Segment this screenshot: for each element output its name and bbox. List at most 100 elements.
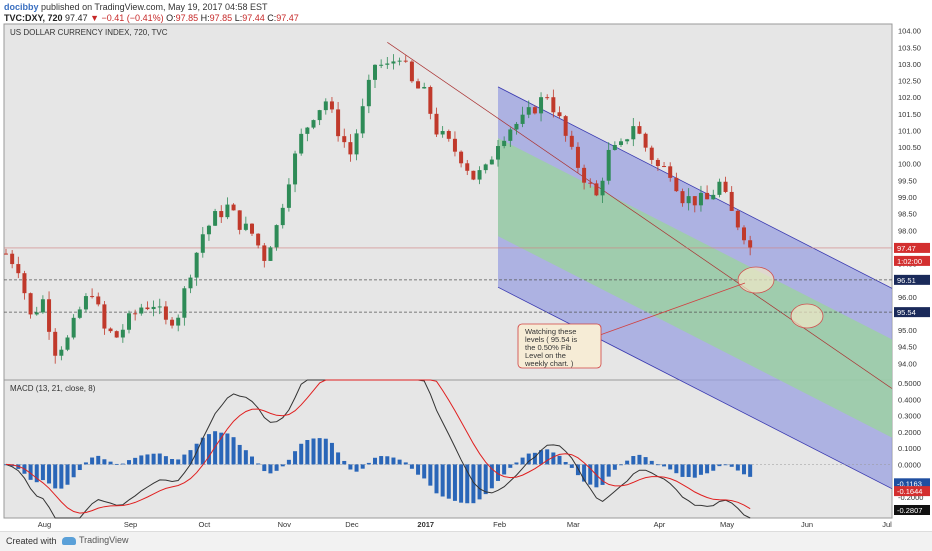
candle-body [342,136,347,143]
macd-histogram-bar [366,462,371,465]
candle-body [4,253,8,255]
macd-histogram-bar [465,464,470,504]
candle-body [329,101,334,110]
price-axis-tick: 94.50 [898,343,917,352]
macd-histogram-bar [108,461,113,465]
candle-body [717,181,722,195]
price-axis-tick: 103.00 [898,60,921,69]
macd-histogram-bar [225,433,230,465]
macd-histogram-bar [342,460,347,465]
candle-body [545,97,550,99]
macd-histogram-bar [182,454,187,465]
candle-body [176,317,181,326]
macd-histogram-bar [71,464,76,478]
macd-axis-tick: 0.5000 [898,379,921,388]
macd-histogram-bar [539,450,544,465]
macd-histogram-bar [102,459,107,465]
candle-body [317,110,322,121]
macd-histogram-bar [28,464,33,480]
symbol-header: TVC:DXY, 720 97.47 ▼ −0.41 (−0.41%) O:97… [4,13,299,23]
macd-histogram-bar [514,462,519,465]
candle-body [625,139,630,142]
price-axis-tick: 103.50 [898,43,921,52]
macd-histogram-bar [385,456,390,465]
macd-histogram-bar [686,464,691,477]
time-axis-tick: Jun [801,520,813,529]
candle-body [594,183,599,196]
candle-body [206,225,211,235]
candle-body [557,112,562,117]
candle-body [231,204,236,211]
macd-histogram-bar [219,432,224,465]
macd-histogram-bar [90,457,95,465]
candle-body [262,245,267,261]
candle-body [514,123,519,130]
high-value: 97.85 [209,13,233,23]
candle-body [705,192,710,200]
tradingview-brand: TradingView [79,535,129,545]
macd-histogram-bar [496,464,500,481]
time-axis-tick: Apr [654,520,666,529]
time-axis-tick: Nov [278,520,292,529]
macd-histogram-bar [151,453,156,465]
created-with-text: Created with [6,536,57,546]
candle-body [409,61,414,82]
time-axis-tick: Dec [345,520,359,529]
price-label-text: 96.51 [897,276,916,285]
candle-body [311,120,316,128]
candle-body [459,151,464,164]
candle-body [649,147,654,160]
macd-histogram-bar [662,464,667,467]
tradingview-logo[interactable]: TradingView [62,535,129,545]
candle-body [483,164,488,171]
candle-body [477,170,482,180]
macd-histogram-bar [286,459,291,465]
macd-histogram-bar [256,463,261,465]
candle-body [729,191,734,211]
macd-histogram-bar [569,464,574,468]
macd-histogram-bar [557,455,562,465]
price-axis-tick: 99.00 [898,193,917,202]
macd-axis-tick: 0.0000 [898,460,921,469]
candle-body [563,116,568,136]
macd-histogram-bar [329,442,334,465]
macd-histogram-bar [643,457,648,465]
macd-histogram-bar [280,464,285,467]
macd-histogram-bar [163,456,168,465]
macd-histogram-bar [299,443,304,465]
macd-axis-tick: 0.2000 [898,428,921,437]
candle-body [631,126,636,140]
candle-body [280,207,285,226]
macd-histogram-bar [139,455,144,465]
candle-body [256,233,261,246]
candle-body [59,349,64,356]
candle-body [508,129,513,141]
macd-histogram-bar [680,464,685,477]
price-axis-tick: 102.00 [898,93,921,102]
candle-body [40,299,45,313]
channel-lower-line [497,286,893,490]
macd-histogram-bar [526,453,531,465]
candle-body [348,142,353,155]
candle-body [723,181,728,192]
candle-body [366,79,371,107]
candle-body [440,131,445,135]
macd-histogram-bar [354,464,359,472]
macd-histogram-bar [206,434,211,465]
publish-header: docibby published on TradingView.com, Ma… [4,2,268,12]
time-axis-tick: May [720,520,734,529]
price-axis-tick: 101.00 [898,126,921,135]
author-name[interactable]: docibby [4,2,39,12]
callout-text: the 0.50% Fib [525,343,571,352]
change-value: −0.41 (−0.41%) [101,13,164,23]
macd-histogram-bar [729,464,734,467]
candle-body [471,170,476,180]
published-text: published on TradingView.com, May 19, 20… [41,2,268,12]
macd-axis-tick: -0.2000 [898,493,923,502]
macd-histogram-bar [422,464,427,479]
macd-histogram-bar [446,464,451,499]
price-axis-tick: 99.50 [898,176,917,185]
callout-text: weekly chart. ) [524,359,574,368]
price-axis-tick: 101.50 [898,110,921,119]
